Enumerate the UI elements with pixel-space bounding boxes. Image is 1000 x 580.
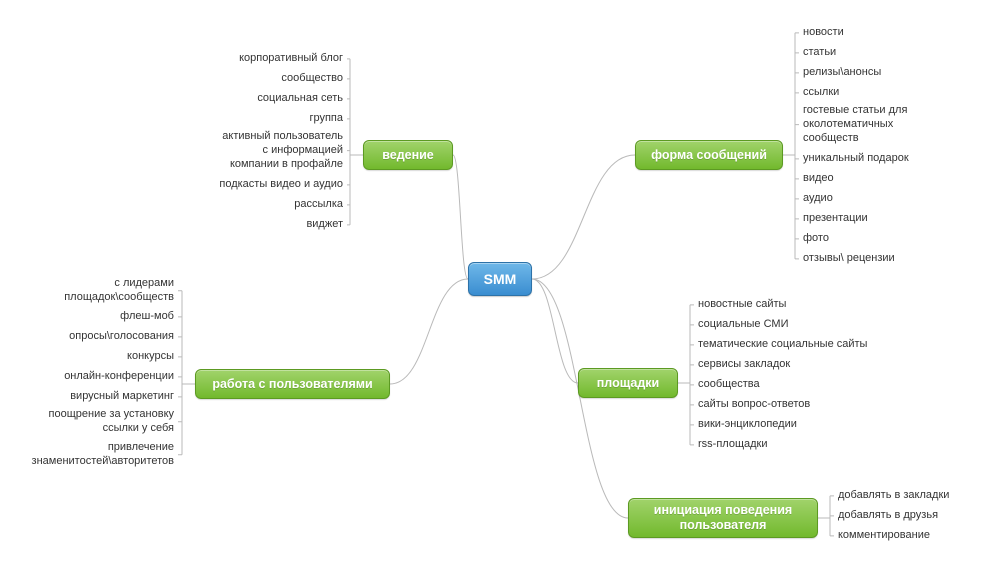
- leaf-ploshadki-4: сообщества: [698, 378, 938, 392]
- leaf-forma-7: аудио: [803, 192, 973, 206]
- leaf-forma-2: релизы\анонсы: [803, 66, 973, 80]
- leaf-vedenie-2: социальная сеть: [247, 92, 343, 106]
- leaf-ploshadki-2: тематические социальные сайты: [698, 338, 938, 352]
- mindmap-stage: SMM ведение корпоративный блог сообщество со…: [0, 0, 1000, 580]
- branch-vedenie: ведение: [363, 140, 453, 170]
- branch-rabota: работа с пользователями: [195, 369, 390, 399]
- leaf-ploshadki-0: новостные сайты: [698, 298, 938, 312]
- leaf-ploshadki-5: сайты вопрос-ответов: [698, 398, 938, 412]
- leaf-ploshadki-6: вики-энциклопедии: [698, 418, 938, 432]
- leaf-initsiatsiya-2: комментирование: [838, 529, 993, 543]
- leaf-rabota-5: вирусный маркетинг: [58, 390, 174, 404]
- leaf-forma-1: статьи: [803, 46, 973, 60]
- leaf-ploshadki-1: социальные СМИ: [698, 318, 938, 332]
- leaf-forma-8: презентации: [803, 212, 973, 226]
- leaf-forma-5: уникальный подарок: [803, 152, 973, 166]
- leaf-forma-10: отзывы\ рецензии: [803, 252, 973, 266]
- leaf-forma-0: новости: [803, 26, 973, 40]
- leaf-forma-4: гостевые статьи для околотематичных сооб…: [803, 104, 973, 145]
- leaf-ploshadki-3: сервисы закладок: [698, 358, 938, 372]
- center-node: SMM: [468, 262, 532, 296]
- leaf-rabota-6: поощрение за установку ссылки у себя: [22, 408, 174, 436]
- leaf-rabota-4: онлайн-конференции: [52, 370, 174, 384]
- leaf-rabota-2: опросы\голосования: [50, 330, 174, 344]
- leaf-initsiatsiya-0: добавлять в закладки: [838, 489, 993, 503]
- leaf-vedenie-0: корпоративный блог: [198, 52, 343, 66]
- leaf-rabota-7: привлечение знаменитостей\авторитетов: [8, 441, 174, 469]
- leaf-vedenie-5: подкасты видео и аудио: [198, 178, 343, 192]
- leaf-vedenie-3: группа: [303, 112, 343, 126]
- leaf-forma-9: фото: [803, 232, 973, 246]
- leaf-forma-3: ссылки: [803, 86, 973, 100]
- branch-ploshadki: площадки: [578, 368, 678, 398]
- leaf-vedenie-1: сообщество: [272, 72, 343, 86]
- leaf-initsiatsiya-1: добавлять в друзья: [838, 509, 993, 523]
- leaf-ploshadki-7: rss-площадки: [698, 438, 938, 452]
- leaf-rabota-1: флеш-моб: [115, 310, 174, 324]
- leaf-vedenie-7: виджет: [300, 218, 343, 232]
- leaf-vedenie-6: рассылка: [289, 198, 343, 212]
- leaf-forma-6: видео: [803, 172, 973, 186]
- branch-initsiatsiya: инициация поведения пользователя: [628, 498, 818, 538]
- leaf-rabota-0: с лидерами площадок\сообществ: [22, 277, 174, 305]
- leaf-vedenie-4: активный пользователь с информацией комп…: [198, 130, 343, 171]
- branch-forma: форма сообщений: [635, 140, 783, 170]
- leaf-rabota-3: конкурсы: [120, 350, 174, 364]
